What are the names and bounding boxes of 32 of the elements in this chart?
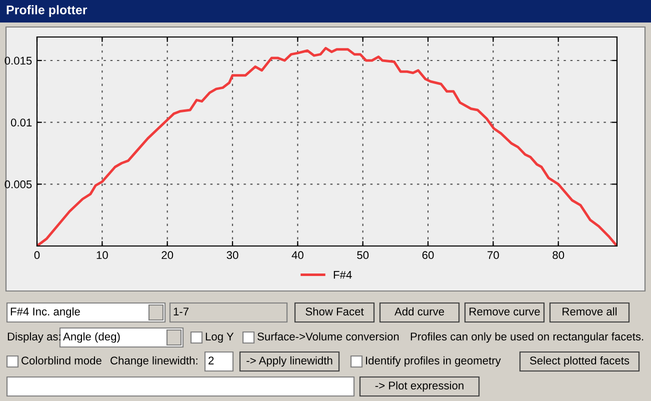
y-tick-label: 0.015 bbox=[4, 56, 32, 65]
text: Remove curve bbox=[470, 308, 540, 316]
text: Log Y bbox=[206, 332, 234, 343]
y-tick-label: 0.01 bbox=[10, 118, 32, 126]
x-tick-label: 40 bbox=[292, 251, 304, 260]
x-tick-label: 0 bbox=[34, 251, 40, 260]
text: Identify profiles in geometry bbox=[366, 356, 501, 367]
text: -> Plot expression bbox=[375, 381, 464, 392]
legend-label: F#4 bbox=[334, 271, 352, 279]
chart-title: Profile plotter bbox=[6, 5, 88, 17]
text: Surface->Volume conversion bbox=[258, 332, 399, 340]
text: Profiles can only be used on rectangular facets. bbox=[410, 332, 644, 343]
text: Add curve bbox=[394, 307, 444, 316]
text: Change linewidth: bbox=[110, 356, 198, 367]
x-tick-label: 50 bbox=[357, 251, 369, 260]
x-tick-label: 20 bbox=[162, 251, 174, 260]
text: -> Apply linewidth bbox=[246, 356, 332, 367]
x-tick-label: 70 bbox=[488, 251, 499, 260]
x-tick-label: 10 bbox=[96, 251, 108, 260]
y-tick-label: 0.005 bbox=[4, 180, 32, 188]
x-tick-label: 30 bbox=[226, 251, 238, 260]
text: F#4 Inc. angle bbox=[10, 307, 80, 318]
text: Remove all bbox=[562, 307, 617, 316]
text: 2 bbox=[208, 356, 214, 364]
text: Select plotted facets bbox=[530, 356, 630, 367]
x-tick-label: 80 bbox=[552, 251, 564, 260]
text: Display as: bbox=[8, 332, 60, 343]
text: Colorblind mode bbox=[22, 356, 102, 364]
text: Show Facet bbox=[306, 307, 364, 316]
x-tick-label: 60 bbox=[422, 251, 434, 260]
text: Angle (deg) bbox=[63, 332, 120, 343]
text: 1-7 bbox=[174, 308, 188, 316]
